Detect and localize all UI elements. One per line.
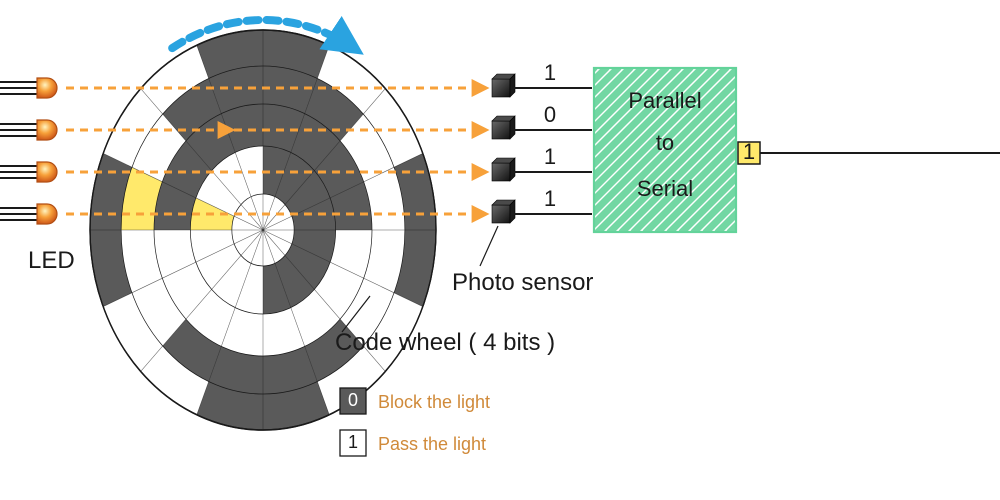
photo-sensor-2-icon bbox=[492, 158, 515, 181]
legend-text-1: Pass the light bbox=[378, 434, 486, 454]
led-group bbox=[0, 78, 57, 224]
sensor-leader-line bbox=[480, 226, 498, 266]
legend-text-0: Block the light bbox=[378, 392, 490, 412]
bit-value-1: 0 bbox=[544, 102, 556, 127]
bit-value-3: 1 bbox=[544, 186, 556, 211]
legend-box-value-1: 1 bbox=[348, 432, 358, 452]
photo-sensor-3-icon bbox=[492, 200, 515, 223]
led-1-icon bbox=[37, 120, 57, 140]
photo-sensor-1-icon bbox=[492, 116, 515, 139]
serial-output-bit-value: 1 bbox=[743, 139, 755, 164]
code-wheel-label: Code wheel ( 4 bits ) bbox=[335, 329, 555, 356]
converter-line-2: Serial bbox=[637, 176, 693, 201]
led-3-icon bbox=[37, 204, 57, 224]
led-0-icon bbox=[37, 78, 57, 98]
bit-value-0: 1 bbox=[544, 60, 556, 85]
led-2-icon bbox=[37, 162, 57, 182]
legend-box-value-0: 0 bbox=[348, 390, 358, 410]
led-label: LED bbox=[28, 247, 75, 274]
converter-line-1: to bbox=[656, 130, 674, 155]
converter-line-0: Parallel bbox=[628, 88, 701, 113]
bit-value-2: 1 bbox=[544, 144, 556, 169]
photo-sensor-label: Photo sensor bbox=[452, 269, 593, 296]
photo-sensor-0-icon bbox=[492, 74, 515, 97]
code-wheel bbox=[90, 30, 436, 430]
